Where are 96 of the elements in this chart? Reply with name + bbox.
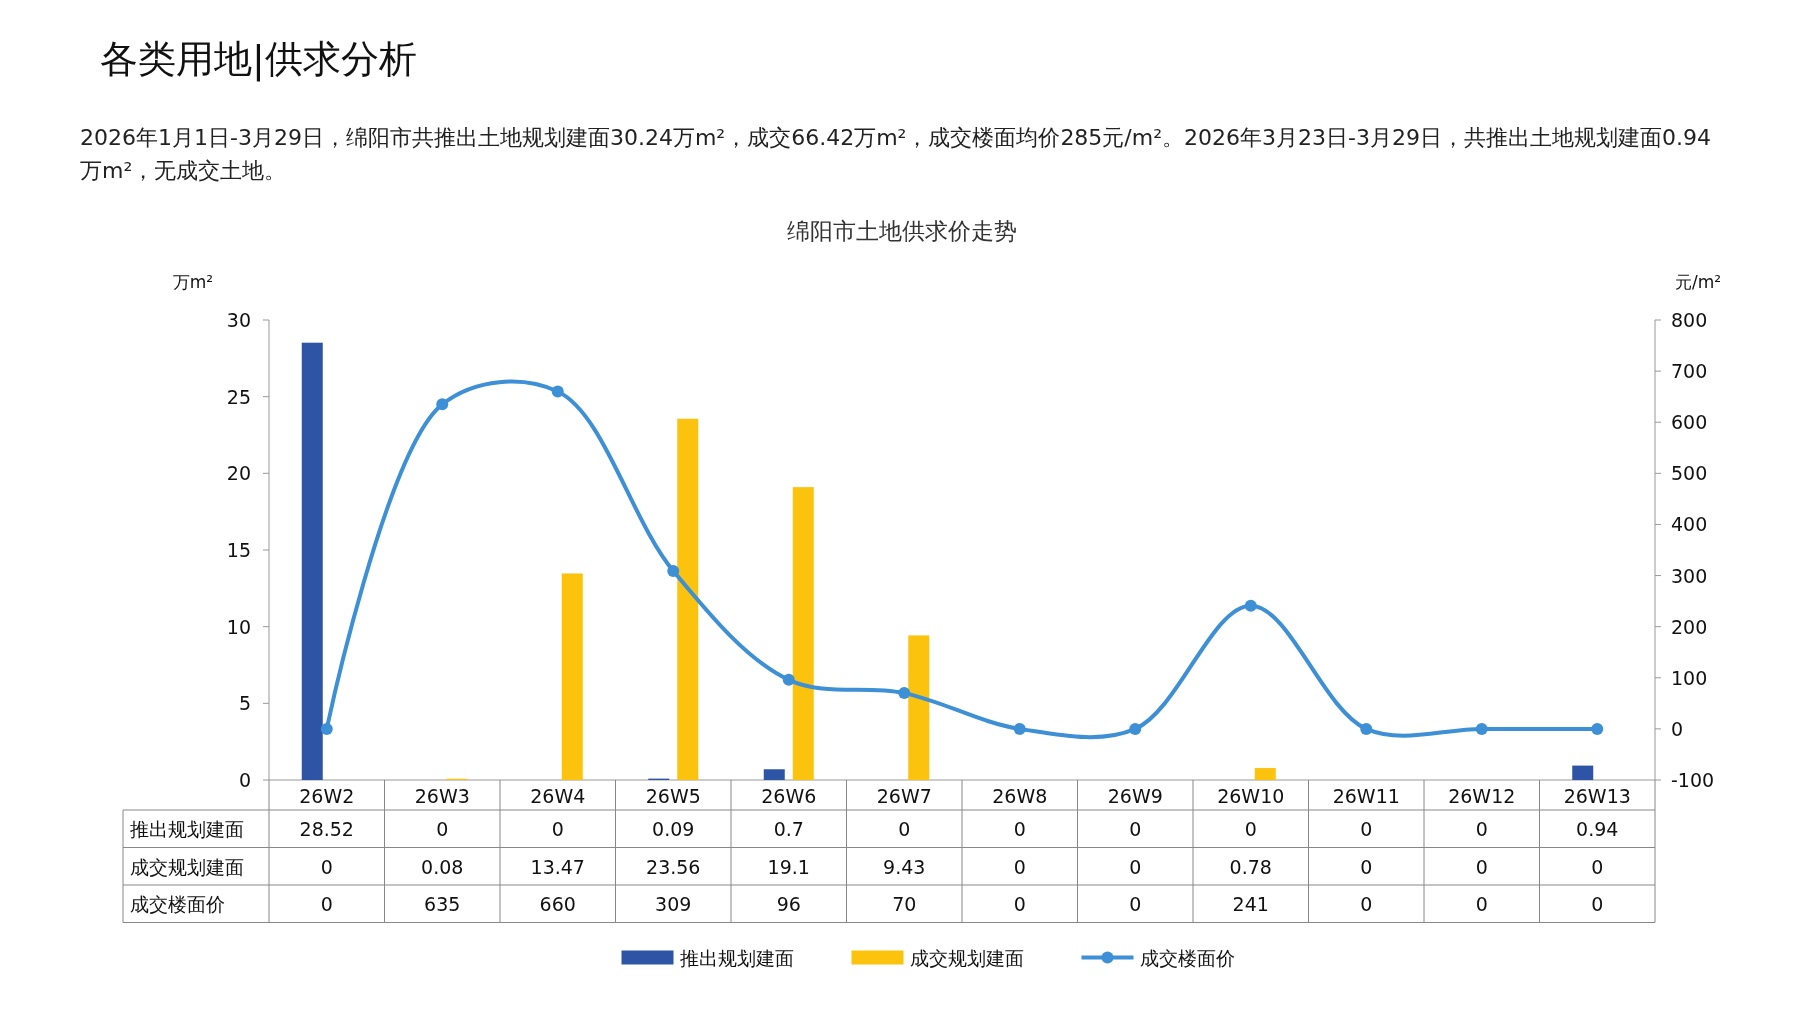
data-label: 23.56	[646, 855, 701, 878]
point	[1591, 722, 1604, 735]
data-label: 0	[1591, 893, 1604, 915]
point	[1013, 722, 1026, 735]
data-label: 0	[1244, 818, 1257, 840]
point	[782, 673, 795, 686]
data-label: 0	[1591, 855, 1604, 878]
point	[436, 398, 449, 411]
y2-tick-label: 400	[1671, 513, 1708, 536]
bar	[908, 635, 930, 780]
point	[667, 564, 680, 577]
data-label: 241	[1232, 893, 1269, 915]
x-tick-label: 26W5	[645, 785, 701, 807]
y-tick-label: 20	[226, 462, 251, 485]
chart-title: 绵阳市土地供求价走势	[787, 218, 1017, 244]
bar	[1254, 768, 1276, 780]
data-label: 0	[1475, 893, 1488, 915]
data-label: 19.1	[767, 855, 810, 878]
bar	[792, 487, 814, 780]
data-label: 0.94	[1576, 818, 1619, 840]
text: 推出规划建面	[130, 818, 244, 840]
point	[1244, 599, 1257, 612]
data-label: 0	[436, 818, 449, 840]
data-label: 0.08	[421, 855, 464, 878]
x-tick-label: 26W10	[1217, 785, 1285, 807]
y-axis-title: 万m²	[172, 272, 214, 292]
legend-label: 成交规划建面	[909, 946, 1024, 969]
data-label: 0.7	[773, 818, 804, 840]
y2-tick-label: 200	[1671, 615, 1708, 638]
y-tick-label: 5	[238, 692, 251, 715]
data-label: 635	[424, 893, 461, 915]
y2-tick-label: 0	[1671, 717, 1684, 740]
data-label: 0	[1013, 818, 1026, 840]
data-label: 0	[1129, 818, 1142, 840]
point	[1360, 722, 1373, 735]
y2-tick-label: 800	[1671, 309, 1708, 331]
point	[551, 385, 564, 398]
x-tick-label: 26W11	[1332, 785, 1400, 807]
text: 各类用地|供求分析	[100, 37, 417, 82]
x-tick-label: 26W12	[1448, 785, 1516, 807]
bar	[301, 342, 323, 780]
data-label: 0	[551, 818, 564, 840]
text: 成交楼面价	[130, 893, 225, 915]
x-tick-label: 26W8	[992, 785, 1048, 807]
y2-tick-label: 300	[1671, 564, 1708, 587]
data-label: 0	[1013, 893, 1026, 915]
x-tick-label: 26W6	[761, 785, 817, 807]
text: 成交规划建面	[130, 855, 244, 878]
legend-label: 成交楼面价	[1139, 946, 1235, 969]
point	[1129, 722, 1142, 735]
y2-tick-label: 500	[1671, 462, 1708, 485]
data-label: 0	[898, 818, 911, 840]
y-tick-label: 10	[226, 615, 251, 638]
data-label: 0.78	[1229, 855, 1272, 878]
point	[898, 687, 911, 700]
data-label: 70	[892, 893, 917, 915]
data-label: 0	[1475, 855, 1488, 878]
bar	[1572, 765, 1594, 780]
chart-subtitle: 2026年1月1日-3月29日，绵阳市共推出土地规划建面30.24万m²，成交66.42万m²，成交楼面均价285元/m²。2026年3月23日-3月29日，共推出土地规划建面0.94万m²，无成交土地。	[80, 125, 1711, 183]
data-label: 0	[1129, 855, 1142, 878]
bar	[677, 418, 699, 780]
x-tick-label: 26W13	[1563, 785, 1631, 807]
y2-axis-title: 元/m²	[1674, 272, 1722, 292]
y-tick-label: 15	[226, 539, 251, 561]
data-label: 0	[1360, 893, 1373, 915]
data-label: 0	[1013, 855, 1026, 878]
data-label: 0	[320, 855, 333, 878]
y2-tick-label: -100	[1671, 769, 1715, 791]
bar	[763, 769, 785, 780]
data-label: 28.52	[299, 818, 354, 840]
x-tick-label: 26W4	[530, 785, 586, 807]
x-tick-label: 26W7	[876, 785, 932, 807]
data-label: 660	[539, 893, 576, 915]
x-tick-label: 26W9	[1107, 785, 1163, 807]
data-label: 0	[1475, 818, 1488, 840]
point	[1475, 722, 1488, 735]
data-label: 309	[655, 893, 692, 915]
y2-tick-label: 100	[1671, 666, 1708, 689]
x-tick-label: 26W2	[299, 785, 355, 807]
data-label: 0	[1360, 855, 1373, 878]
y-tick-label: 0	[238, 769, 251, 791]
legend-label: 推出规划建面	[679, 946, 794, 969]
data-label: 0	[320, 893, 333, 915]
data-label: 96	[776, 893, 801, 915]
data-label: 9.43	[883, 855, 926, 878]
point	[320, 722, 333, 735]
y-tick-label: 30	[226, 309, 251, 331]
y-tick-label: 25	[226, 385, 251, 408]
bar	[561, 573, 583, 780]
data-label: 0	[1360, 818, 1373, 840]
y2-tick-label: 700	[1671, 360, 1708, 383]
y2-tick-label: 600	[1671, 411, 1708, 434]
x-tick-label: 26W3	[414, 785, 470, 807]
data-label: 0.09	[652, 818, 695, 840]
data-label: 0	[1129, 893, 1142, 915]
data-label: 13.47	[530, 855, 585, 878]
